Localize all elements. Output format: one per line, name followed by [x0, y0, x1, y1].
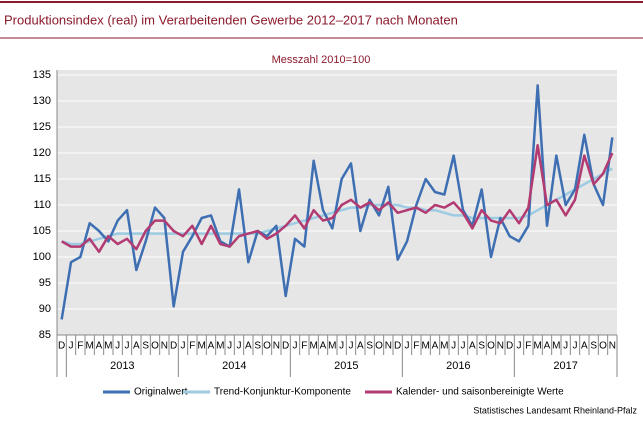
- x-tick-label: N: [609, 341, 616, 352]
- x-tick-label: F: [189, 341, 195, 352]
- legend-label: Originalwert: [134, 387, 188, 398]
- source: Statistisches Landesamt Rheinland-Pfalz: [473, 405, 637, 415]
- x-tick-label: N: [497, 341, 504, 352]
- year-label: 2015: [334, 360, 358, 372]
- x-tick-label: J: [69, 341, 74, 352]
- x-tick-label: M: [104, 341, 112, 352]
- year-label: 2014: [222, 360, 246, 372]
- x-tick-label: A: [96, 341, 103, 352]
- x-tick-label: S: [590, 341, 597, 352]
- x-tick-label: D: [282, 341, 289, 352]
- x-tick-label: J: [349, 341, 354, 352]
- x-tick-label: O: [263, 341, 271, 352]
- x-tick-label: S: [478, 341, 485, 352]
- x-tick-label: A: [208, 341, 215, 352]
- x-tick-label: O: [375, 341, 383, 352]
- y-tick-label: 105: [33, 225, 51, 237]
- legend-label: Kalender- und saisonbereinigte Werte: [396, 387, 564, 398]
- y-tick-label: 125: [33, 121, 51, 133]
- x-tick-label: J: [125, 341, 130, 352]
- x-tick-label: O: [599, 341, 607, 352]
- x-tick-label: A: [245, 341, 252, 352]
- x-tick-label: A: [544, 341, 551, 352]
- x-tick-label: M: [216, 341, 224, 352]
- x-tick-label: M: [85, 341, 93, 352]
- x-tick-label: J: [339, 341, 344, 352]
- x-tick-label: S: [366, 341, 373, 352]
- year-label: 2016: [446, 360, 470, 372]
- x-tick-label: M: [552, 341, 560, 352]
- x-tick-label: J: [181, 341, 186, 352]
- x-tick-label: D: [58, 341, 65, 352]
- x-tick-label: J: [461, 341, 466, 352]
- x-tick-label: J: [115, 341, 120, 352]
- x-tick-label: J: [451, 341, 456, 352]
- chart-title: Produktionsindex (real) im Verarbeitende…: [4, 12, 458, 27]
- x-tick-label: M: [421, 341, 429, 352]
- x-tick-label: F: [525, 341, 531, 352]
- x-tick-label: D: [506, 341, 513, 352]
- subtitle: Messzahl 2010=100: [272, 54, 371, 66]
- x-tick-label: A: [432, 341, 439, 352]
- x-tick-label: N: [385, 341, 392, 352]
- x-tick-label: A: [320, 341, 327, 352]
- year-label: 2017: [553, 360, 577, 372]
- y-tick-label: 90: [39, 303, 51, 315]
- x-tick-label: M: [440, 341, 448, 352]
- x-tick-label: J: [237, 341, 242, 352]
- y-tick-label: 85: [39, 329, 51, 341]
- x-tick-label: F: [413, 341, 419, 352]
- x-tick-label: M: [533, 341, 541, 352]
- y-tick-label: 135: [33, 69, 51, 81]
- x-tick-label: J: [293, 341, 298, 352]
- x-tick-label: A: [581, 341, 588, 352]
- x-tick-label: M: [309, 341, 317, 352]
- x-tick-label: S: [142, 341, 149, 352]
- y-tick-label: 130: [33, 95, 51, 107]
- year-label: 2013: [110, 360, 134, 372]
- x-tick-label: F: [301, 341, 307, 352]
- x-tick-label: N: [273, 341, 280, 352]
- x-tick-label: J: [405, 341, 410, 352]
- y-tick-label: 100: [33, 251, 51, 263]
- x-tick-label: O: [487, 341, 495, 352]
- x-tick-label: F: [77, 341, 83, 352]
- y-tick-label: 120: [33, 147, 51, 159]
- x-tick-label: N: [161, 341, 168, 352]
- y-tick-label: 95: [39, 277, 51, 289]
- x-tick-label: J: [573, 341, 578, 352]
- x-tick-label: D: [170, 341, 177, 352]
- x-tick-label: A: [357, 341, 364, 352]
- x-tick-label: M: [197, 341, 205, 352]
- y-tick-label: 115: [33, 173, 51, 185]
- series-line: [60, 84, 614, 320]
- x-tick-label: J: [517, 341, 522, 352]
- x-tick-label: D: [394, 341, 401, 352]
- x-tick-label: J: [563, 341, 568, 352]
- x-tick-label: S: [254, 341, 261, 352]
- x-tick-label: O: [151, 341, 159, 352]
- x-tick-label: J: [227, 341, 232, 352]
- legend-label: Trend-Konjunktur-Komponente: [214, 387, 351, 398]
- y-tick-label: 110: [33, 199, 51, 211]
- x-tick-label: M: [328, 341, 336, 352]
- series-line: [61, 143, 614, 254]
- x-tick-label: A: [469, 341, 476, 352]
- x-tick-label: A: [133, 341, 140, 352]
